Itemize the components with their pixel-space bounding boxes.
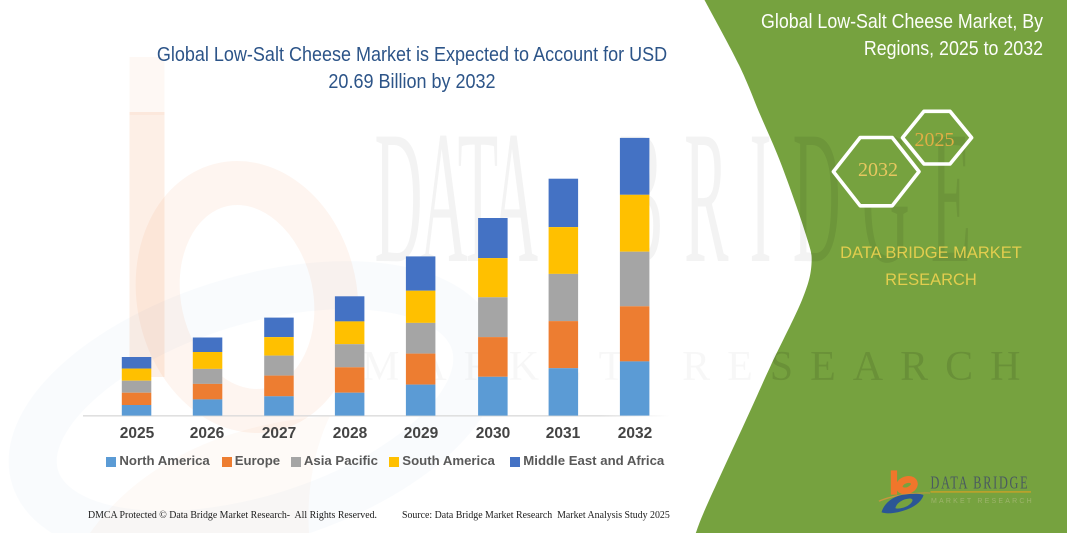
svg-text:DATA: DATA <box>375 91 538 302</box>
svg-text:DATA BRIDGE: DATA BRIDGE <box>931 475 1030 494</box>
svg-text:MARKET RESEARCH: MARKET RESEARCH <box>931 498 1034 505</box>
